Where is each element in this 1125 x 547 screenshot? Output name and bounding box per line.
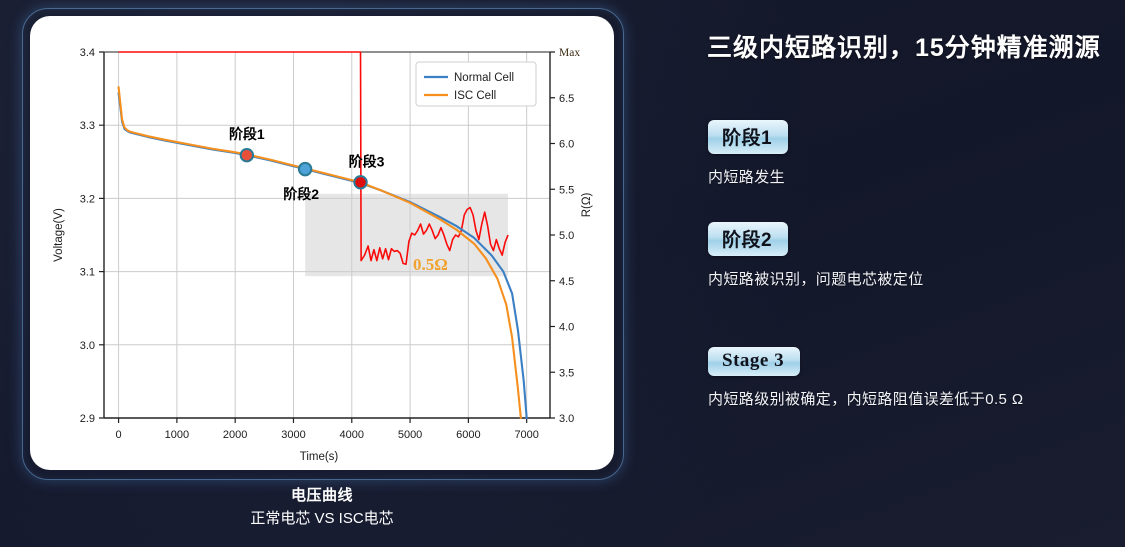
legend-label-normal-cell: Normal Cell [454, 72, 514, 84]
annotation-stage-1: 阶段1 [229, 126, 265, 142]
y2-tick-label: 4.5 [559, 276, 574, 288]
x-tick-label: 5000 [398, 429, 422, 441]
page-title: 三级内短路识别，15分钟精准溯源 [707, 34, 1101, 62]
marker-stage-2[interactable] [297, 161, 313, 177]
stage-block-1: 阶段1 内短路发生 [708, 120, 1108, 187]
y2-tick-label: 6.0 [559, 139, 574, 151]
y-tick-label: 3.0 [80, 340, 95, 352]
stage-3-description: 内短路级别被确定，内短路阻值误差低于0.5 Ω [708, 391, 1024, 408]
marker-stage-1[interactable] [239, 148, 255, 163]
y-tick-label: 3.4 [80, 47, 95, 59]
chart-card: 2.9 3.0 3.1 3.2 3.3 3.4 3.0 3.5 4.0 4.5 5.0 5.5 6.0 6… [30, 16, 614, 470]
stage-2-badge: 阶段2 [708, 222, 789, 256]
y2-tick-label: 6.5 [559, 93, 574, 105]
x-tick-label: 6000 [456, 429, 480, 441]
caption-line-2: 正常电芯 VS ISC电芯 [250, 510, 394, 528]
y-tick-label: 3.3 [80, 120, 95, 132]
stage-1-badge: 阶段1 [708, 120, 789, 154]
annotation-stage-2: 阶段2 [283, 186, 319, 202]
y-tick-label: 2.9 [80, 413, 95, 425]
x-tick-label: 3000 [281, 429, 305, 441]
chart-caption: 电压曲线 正常电芯 VS ISC电芯 [22, 486, 622, 530]
stage-2-description: 内短路被识别，问题电芯被定位 [708, 271, 924, 288]
stage-1-description: 内短路发生 [708, 169, 786, 186]
y2-axis-title: R(Ω) [581, 193, 593, 218]
y2-tick-label: Max [559, 47, 580, 59]
x-tick-label: 4000 [340, 429, 364, 441]
series-resistance [118, 51, 509, 266]
info-panel: 三级内短路识别，15分钟精准溯源 阶段1 内短路发生 阶段2 内短路被识别，问题… [690, 0, 1120, 547]
x-tick-label: 2000 [223, 429, 247, 441]
annotation-stage-3: 阶段3 [349, 153, 385, 169]
annotation-resistance-error: 0.5Ω [413, 255, 448, 274]
y-tick-label: 3.2 [80, 193, 95, 205]
caption-line-1: 电压曲线 [290, 487, 353, 504]
y2-tick-label: 5.5 [559, 184, 574, 196]
chart-svg: 2.9 3.0 3.1 3.2 3.3 3.4 3.0 3.5 4.0 4.5 5.0 5.5 6.0 6… [53, 47, 593, 463]
stage-block-3: Stage 3 内短路级别被确定，内短路阻值误差低于0.5 Ω [708, 347, 1108, 409]
y2-tick-label: 5.0 [559, 230, 574, 242]
voltage-resistance-chart[interactable]: 2.9 3.0 3.1 3.2 3.3 3.4 3.0 3.5 4.0 4.5 5.0 5.5 6.0 6… [30, 16, 614, 470]
x-axis-title: Time(s) [300, 451, 339, 463]
marker-stage-3[interactable] [353, 175, 368, 190]
stage-block-2: 阶段2 内短路被识别，问题电芯被定位 [708, 222, 1108, 289]
chart-card-frame [22, 8, 624, 480]
y2-tick-label: 3.0 [559, 413, 574, 425]
stage-3-badge: Stage 3 [708, 347, 801, 376]
x-tick-label: 7000 [514, 429, 538, 441]
x-tick-label: 0 [116, 429, 122, 441]
y-tick-label: 3.1 [80, 267, 95, 279]
y2-tick-label: 4.0 [559, 322, 574, 334]
y2-tick-label: 3.5 [559, 367, 574, 379]
y-axis-title: Voltage(V) [53, 208, 65, 262]
x-tick-label: 1000 [165, 429, 189, 441]
legend-label-isc-cell: ISC Cell [454, 90, 496, 102]
